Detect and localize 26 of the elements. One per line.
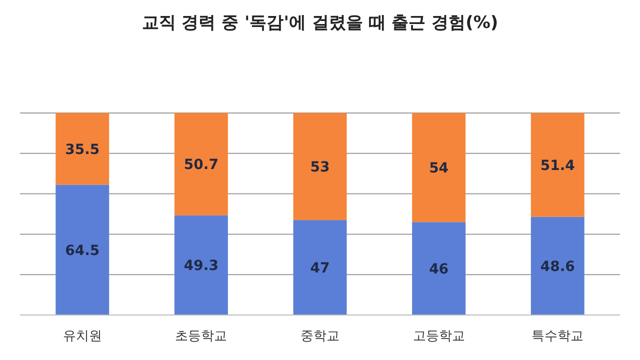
data-label: 47 bbox=[310, 260, 330, 276]
chart-title: 교직 경력 중 '독감'에 걸렸을 때 출근 경험(%) bbox=[142, 13, 498, 33]
bar bbox=[56, 113, 110, 185]
bar bbox=[412, 113, 466, 222]
bar bbox=[530, 216, 584, 315]
data-label: 46 bbox=[429, 261, 449, 278]
bar bbox=[174, 113, 228, 216]
x-tick-label: 초등학교 bbox=[175, 329, 228, 344]
bar bbox=[412, 222, 466, 315]
data-label: 48.6 bbox=[540, 258, 575, 275]
x-tick-label: 유치원 bbox=[62, 329, 102, 344]
data-label: 49.3 bbox=[184, 258, 218, 274]
bar bbox=[293, 220, 347, 315]
x-tick-label: 고등학교 bbox=[412, 329, 465, 344]
x-tick-label: 특수학교 bbox=[532, 329, 584, 344]
x-tick-label: 중학교 bbox=[300, 329, 340, 344]
data-label: 35.5 bbox=[65, 142, 100, 158]
data-label: 51.4 bbox=[540, 158, 576, 174]
data-label: 53 bbox=[310, 159, 330, 176]
data-label: 64.5 bbox=[65, 242, 100, 259]
bar bbox=[293, 113, 347, 220]
bar bbox=[56, 184, 110, 315]
bar bbox=[174, 215, 228, 315]
data-label: 50.7 bbox=[184, 157, 218, 174]
data-label: 54 bbox=[429, 160, 449, 176]
bar bbox=[530, 113, 584, 217]
